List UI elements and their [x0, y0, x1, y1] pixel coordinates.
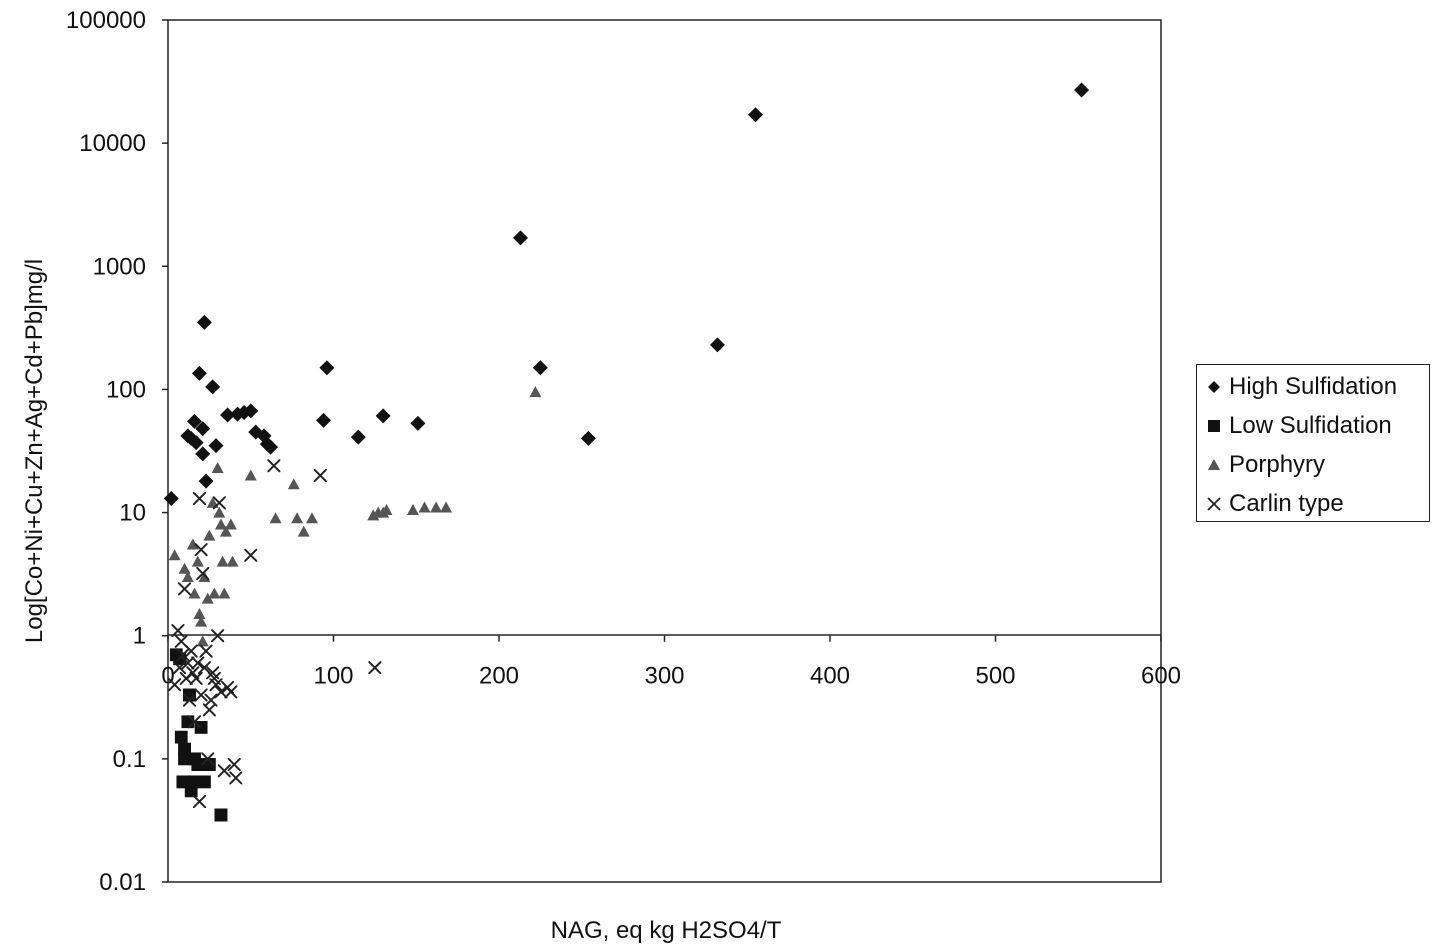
legend-label: Porphyry	[1229, 451, 1326, 478]
diamond-marker-icon	[1205, 378, 1223, 396]
x-axis-ticks: 0 100 200 300 400 500 600	[161, 635, 1181, 690]
y-tick-label: 100000	[66, 7, 146, 34]
y-tick-label: 10	[119, 500, 146, 527]
x-tick-label: 300	[644, 663, 684, 690]
y-tick-label: 100	[106, 376, 146, 403]
legend-label: High Sulfidation	[1229, 373, 1398, 400]
point-low-sulfidation	[181, 715, 195, 729]
x-tick-label: 600	[1141, 663, 1181, 690]
legend: High Sulfidation Low Sulfidation Porphyry C…	[1196, 364, 1430, 522]
x-marker-icon	[1205, 495, 1223, 513]
point-low-sulfidation	[186, 775, 200, 789]
y-tick-label: 1000	[93, 253, 146, 280]
x-tick-label: 0	[161, 663, 174, 690]
y-tick-label: 1	[133, 623, 146, 650]
x-tick-label: 400	[810, 663, 850, 690]
plot-area	[167, 19, 1162, 883]
legend-item: High Sulfidation	[1205, 369, 1397, 405]
legend-label: Low Sulfidation	[1229, 412, 1392, 439]
x-tick-label: 100	[313, 663, 353, 690]
y-tick-label: 10000	[79, 130, 146, 157]
legend-label: Carlin type	[1229, 490, 1344, 517]
y-axis-ticks: 0.01 0.1 1 10 100 1000 10000 100000	[66, 7, 168, 896]
legend-item: Carlin type	[1205, 486, 1344, 522]
legend-item: Low Sulfidation	[1205, 408, 1392, 444]
y-tick-label: 0.01	[99, 869, 146, 896]
y-axis-title: Log[Co+Ni+Cu+Zn+Ag+Cd+Pb]mg/l	[21, 259, 48, 643]
point-low-sulfidation	[197, 775, 211, 789]
x-tick-label: 200	[479, 663, 519, 690]
x-axis-title: NAG, eq kg H2SO4/T	[551, 917, 782, 944]
point-low-sulfidation	[214, 808, 228, 822]
point-low-sulfidation	[174, 730, 188, 744]
x-tick-label: 500	[975, 663, 1015, 690]
square-marker-icon	[1205, 417, 1223, 435]
y-tick-label: 0.1	[113, 746, 146, 773]
triangle-marker-icon	[1205, 456, 1223, 474]
legend-item: Porphyry	[1205, 447, 1325, 483]
